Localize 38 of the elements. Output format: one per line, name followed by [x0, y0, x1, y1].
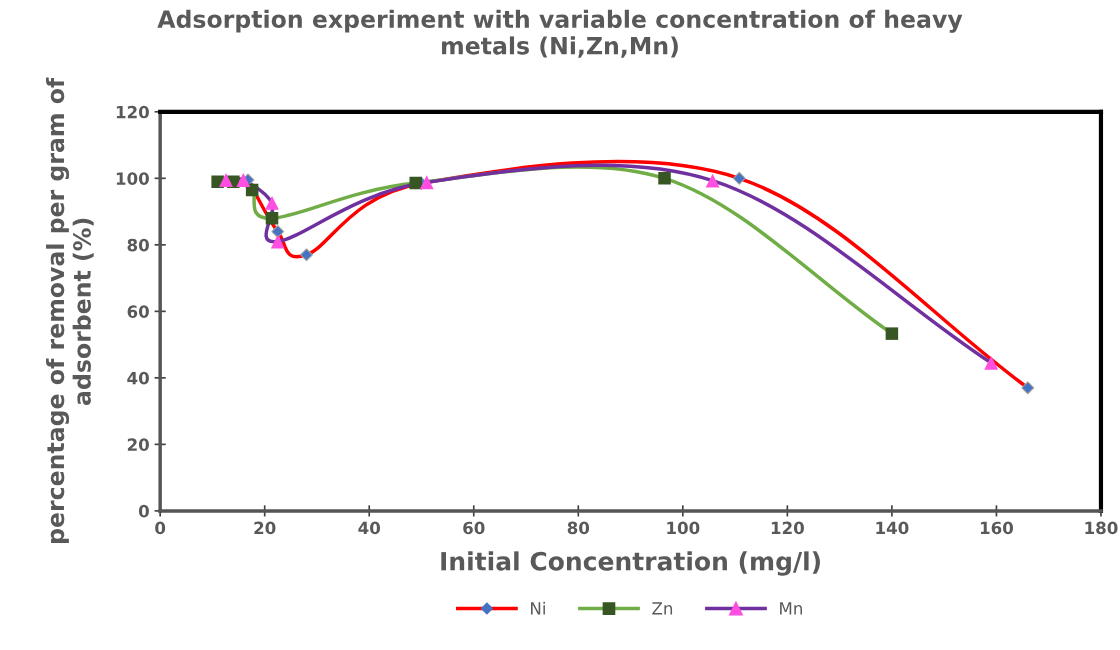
x-tick-label: 100: [667, 521, 700, 535]
point: [219, 173, 233, 187]
point: [409, 176, 422, 190]
point: [419, 175, 434, 190]
x-tick-label: 60: [463, 521, 485, 535]
y-tick-label: 0: [138, 504, 149, 518]
y-tick-label: 100: [116, 172, 149, 185]
y-tick-label: 20: [127, 438, 149, 451]
point: [705, 173, 720, 188]
point: [265, 195, 279, 210]
point: [300, 248, 313, 262]
y-tick-label: 120: [116, 105, 149, 119]
x-tick-label: 120: [771, 521, 804, 535]
x-tick-label: 20: [254, 521, 276, 535]
y-tick-label: 40: [127, 371, 149, 385]
y-tick-label: 80: [127, 238, 149, 252]
chart-title: Adsorption experiment with variable concentration of heavy metals (Ni,Zn,Mn): [157, 9, 963, 58]
y-tick-label: 60: [127, 305, 149, 318]
y-axis-title: percentage of removal per gram of adsorbent (%): [46, 77, 94, 543]
point: [885, 327, 899, 340]
x-tick-label: 160: [980, 521, 1014, 535]
point: [984, 355, 999, 370]
x-tick-label: 80: [567, 521, 590, 535]
point: [271, 225, 285, 238]
point: [1021, 381, 1035, 395]
x-tick-label: 140: [876, 521, 909, 535]
x-tick-label: 40: [358, 521, 381, 535]
x-tick-label: 0: [155, 521, 166, 535]
point: [270, 234, 285, 249]
x-tick-label: 180: [1085, 521, 1118, 535]
point: [658, 172, 671, 185]
legend-label: Zn: [652, 602, 673, 615]
point: [732, 171, 746, 185]
legend-label: Mn: [780, 602, 802, 615]
x-axis-title: Initial Concentration (mg/l): [441, 551, 820, 576]
point: [265, 211, 279, 225]
point: [236, 173, 251, 187]
legend-label: Ni: [531, 601, 545, 615]
